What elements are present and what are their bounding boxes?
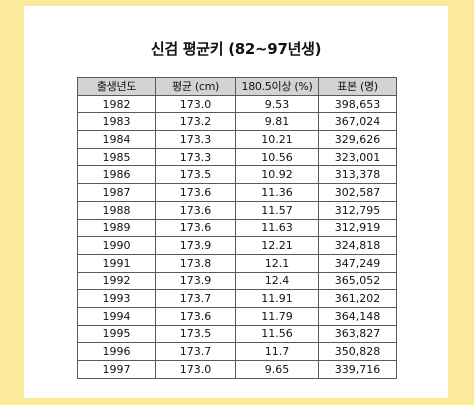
cell-over-180-5-percent: 10.56: [235, 147, 319, 167]
page-title: 신검 평균키 (82~97년생): [150, 40, 322, 58]
cell-average-height: 173.9: [155, 271, 236, 291]
table-row: 1986 173.5 10.92 313,378: [77, 165, 397, 185]
cell-average-height: 173.5: [155, 165, 236, 185]
cell-over-180-5-percent: 11.63: [235, 218, 319, 238]
cell-sample-size: 339,716: [318, 360, 397, 379]
table-row: 1991 173.8 12.1 347,249: [77, 253, 397, 273]
cell-average-height: 173.2: [155, 112, 236, 132]
cell-over-180-5-percent: 10.21: [235, 130, 319, 149]
cell-birth-year: 1983: [77, 112, 156, 132]
cell-average-height: 173.3: [155, 147, 236, 167]
cell-average-height: 173.6: [155, 200, 236, 220]
table-row: 1995 173.5 11.56 363,827: [77, 324, 397, 344]
cell-over-180-5-percent: 9.53: [235, 94, 319, 114]
cell-sample-size: 302,587: [318, 183, 397, 202]
cell-sample-size: 361,202: [318, 289, 397, 308]
table-header-row: 출생년도 평균 (cm) 180.5이상 (%) 표본 (명): [77, 77, 397, 96]
table-row: 1990 173.9 12.21 324,818: [77, 236, 397, 255]
header-average-height: 평균 (cm): [155, 77, 236, 96]
header-sample-size: 표본 (명): [318, 77, 397, 96]
table-row: 1985 173.3 10.56 323,001: [77, 147, 397, 167]
table-row: 1996 173.7 11.7 350,828: [77, 342, 397, 361]
cell-average-height: 173.0: [155, 94, 236, 114]
cell-sample-size: 323,001: [318, 147, 397, 167]
cell-sample-size: 398,653: [318, 94, 397, 114]
cell-sample-size: 312,919: [318, 218, 397, 238]
cell-over-180-5-percent: 10.92: [235, 165, 319, 185]
cell-over-180-5-percent: 9.65: [235, 360, 319, 379]
cell-sample-size: 313,378: [318, 165, 397, 185]
cell-birth-year: 1988: [77, 200, 156, 220]
table-row: 1994 173.6 11.79 364,148: [77, 306, 397, 326]
cell-average-height: 173.9: [155, 236, 236, 255]
cell-average-height: 173.7: [155, 342, 236, 361]
cell-over-180-5-percent: 9.81: [235, 112, 319, 132]
cell-birth-year: 1993: [77, 289, 156, 308]
table-row: 1997 173.0 9.65 339,716: [77, 360, 397, 379]
cell-average-height: 173.5: [155, 324, 236, 344]
cell-over-180-5-percent: 12.4: [235, 271, 319, 291]
cell-over-180-5-percent: 11.36: [235, 183, 319, 202]
header-over-180-5-percent: 180.5이상 (%): [235, 77, 319, 96]
cell-sample-size: 365,052: [318, 271, 397, 291]
cell-sample-size: 350,828: [318, 342, 397, 361]
table-row: 1987 173.6 11.36 302,587: [77, 183, 397, 202]
cell-over-180-5-percent: 11.56: [235, 324, 319, 344]
cell-over-180-5-percent: 12.1: [235, 253, 319, 273]
table-row: 1982 173.0 9.53 398,653: [77, 94, 397, 114]
cell-sample-size: 329,626: [318, 130, 397, 149]
cell-over-180-5-percent: 11.91: [235, 289, 319, 308]
cell-over-180-5-percent: 11.79: [235, 306, 319, 326]
cell-birth-year: 1986: [77, 165, 156, 185]
cell-birth-year: 1984: [77, 130, 156, 149]
cell-sample-size: 347,249: [318, 253, 397, 273]
table-row: 1988 173.6 11.57 312,795: [77, 200, 397, 220]
cell-birth-year: 1982: [77, 94, 156, 114]
cell-birth-year: 1991: [77, 253, 156, 273]
cell-birth-year: 1995: [77, 324, 156, 344]
cell-average-height: 173.6: [155, 183, 236, 202]
cell-over-180-5-percent: 12.21: [235, 236, 319, 255]
cell-birth-year: 1990: [77, 236, 156, 255]
table-row: 1993 173.7 11.91 361,202: [77, 289, 397, 308]
table-row: 1992 173.9 12.4 365,052: [77, 271, 397, 291]
cell-birth-year: 1985: [77, 147, 156, 167]
table-row: 1989 173.6 11.63 312,919: [77, 218, 397, 238]
table-row: 1983 173.2 9.81 367,024: [77, 112, 397, 132]
table-row: 1984 173.3 10.21 329,626: [77, 130, 397, 149]
cell-over-180-5-percent: 11.7: [235, 342, 319, 361]
cell-birth-year: 1997: [77, 360, 156, 379]
cell-birth-year: 1992: [77, 271, 156, 291]
cell-sample-size: 312,795: [318, 200, 397, 220]
cell-average-height: 173.7: [155, 289, 236, 308]
cell-birth-year: 1989: [77, 218, 156, 238]
cell-sample-size: 324,818: [318, 236, 397, 255]
cell-sample-size: 364,148: [318, 306, 397, 326]
header-birth-year: 출생년도: [77, 77, 156, 96]
cell-birth-year: 1996: [77, 342, 156, 361]
cell-over-180-5-percent: 11.57: [235, 200, 319, 220]
cell-average-height: 173.0: [155, 360, 236, 379]
cell-average-height: 173.6: [155, 306, 236, 326]
cell-average-height: 173.3: [155, 130, 236, 149]
cell-birth-year: 1987: [77, 183, 156, 202]
cell-sample-size: 367,024: [318, 112, 397, 132]
document-card: 신검 평균키 (82~97년생) 출생년도 평균 (cm) 180.5이상 (%…: [24, 6, 448, 398]
cell-sample-size: 363,827: [318, 324, 397, 344]
cell-birth-year: 1994: [77, 306, 156, 326]
cell-average-height: 173.6: [155, 218, 236, 238]
height-stats-table: 출생년도 평균 (cm) 180.5이상 (%) 표본 (명) 1982 173…: [77, 77, 397, 379]
cell-average-height: 173.8: [155, 253, 236, 273]
